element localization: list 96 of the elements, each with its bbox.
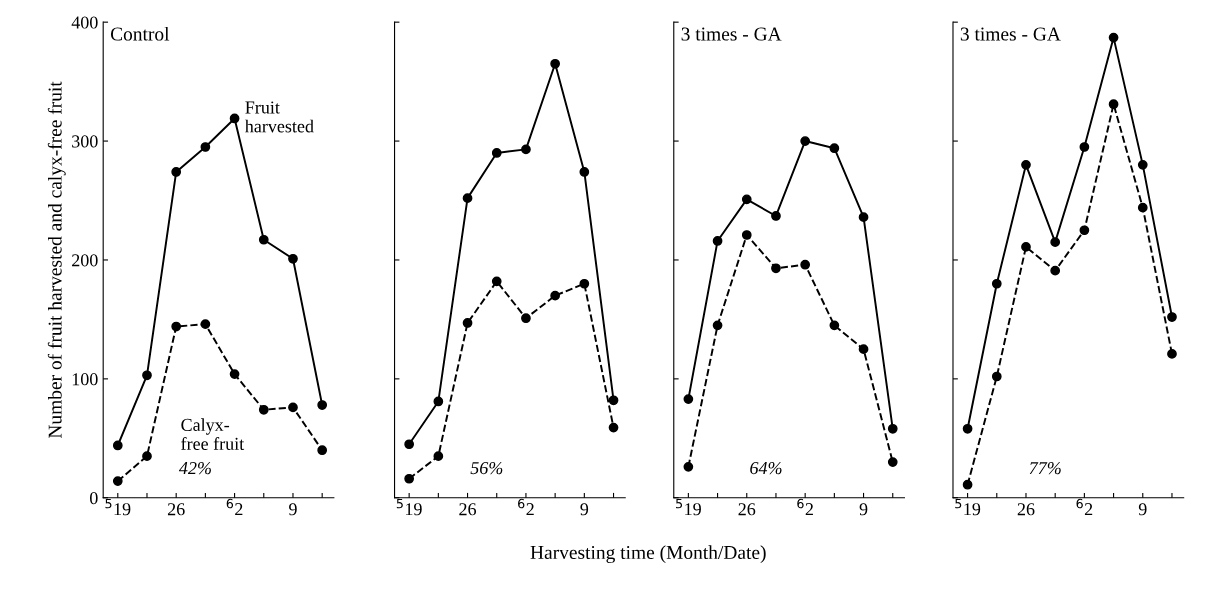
x-tick-label: $^{6}$2 xyxy=(518,498,534,516)
x-tick-label: 9 xyxy=(289,503,297,516)
point xyxy=(1108,99,1119,110)
annotation: 77% xyxy=(1029,461,1061,475)
point xyxy=(741,194,752,205)
x-tick-label: 26 xyxy=(167,503,185,516)
x-tick-label: 9 xyxy=(1138,503,1147,516)
x-tick-label: $^{5}$19 xyxy=(955,498,981,516)
point xyxy=(579,167,590,177)
point xyxy=(317,400,328,410)
point xyxy=(550,290,560,301)
point xyxy=(142,451,152,462)
x-tick-label: 9 xyxy=(580,503,589,516)
point xyxy=(829,320,840,331)
point xyxy=(550,58,560,69)
point xyxy=(771,263,781,274)
point xyxy=(1167,349,1177,359)
point xyxy=(521,144,531,155)
point xyxy=(858,212,869,223)
x-tick-label: 26 xyxy=(738,503,756,516)
point xyxy=(1079,142,1090,152)
point xyxy=(683,394,694,404)
point xyxy=(1050,265,1061,276)
point xyxy=(1079,225,1090,236)
point xyxy=(229,113,240,124)
point xyxy=(800,259,811,270)
point xyxy=(887,423,898,434)
y-axis-title: Number of fruit harvested and calyx-free fruit xyxy=(47,81,66,439)
annotation: 64% xyxy=(750,461,782,475)
point xyxy=(887,457,898,467)
point xyxy=(1050,237,1061,247)
point xyxy=(142,370,152,381)
x-tick-label: 26 xyxy=(1017,503,1035,516)
point xyxy=(712,320,723,331)
x-axis-title: Harvesting time (Month/Date) xyxy=(530,545,766,564)
x-tick-label: $^{6}$2 xyxy=(797,498,813,516)
point xyxy=(258,234,269,245)
point xyxy=(462,193,473,203)
point xyxy=(521,313,531,324)
annotation: 42% xyxy=(178,461,211,475)
point xyxy=(712,236,723,246)
x-tick-label: $^{6}$2 xyxy=(226,498,243,516)
point xyxy=(258,404,269,415)
x-tick-label: $^{6}$2 xyxy=(1076,498,1093,516)
point xyxy=(683,461,694,472)
point xyxy=(229,369,240,379)
point xyxy=(200,142,211,152)
point xyxy=(200,319,211,330)
point xyxy=(288,402,298,413)
point xyxy=(1108,32,1119,43)
point xyxy=(800,136,811,146)
point xyxy=(608,395,619,406)
chart-title: 3 times - GA xyxy=(960,27,1061,41)
point xyxy=(404,473,415,484)
x-tick-label: $^{5}$19 xyxy=(396,498,422,516)
point xyxy=(962,423,973,434)
point xyxy=(1137,159,1148,170)
chart-title: Control xyxy=(110,26,170,41)
point xyxy=(1021,242,1031,252)
point xyxy=(491,276,502,287)
point xyxy=(112,476,123,486)
point xyxy=(171,167,182,177)
y-tick-label: 300 xyxy=(72,135,98,148)
point xyxy=(288,253,298,264)
point xyxy=(433,396,444,407)
point xyxy=(829,143,840,154)
point xyxy=(608,422,619,433)
point xyxy=(433,451,444,462)
point xyxy=(171,321,182,332)
chart-title: 3 times - GA xyxy=(681,27,782,41)
y-tick-label: 400 xyxy=(71,16,98,29)
point xyxy=(462,318,473,328)
series-label: Calyx- free fruit xyxy=(181,418,245,450)
y-tick-label: 0 xyxy=(89,492,98,505)
y-tick-label: 100 xyxy=(72,373,98,386)
point xyxy=(991,278,1002,289)
point xyxy=(858,344,869,355)
y-tick-label: 200 xyxy=(72,254,98,267)
point xyxy=(404,439,415,450)
point xyxy=(1137,202,1148,213)
point xyxy=(579,278,590,289)
point xyxy=(991,371,1002,382)
x-tick-label: $^{5}$19 xyxy=(676,498,701,516)
x-tick-label: 9 xyxy=(859,503,868,516)
point xyxy=(1167,312,1177,322)
point xyxy=(112,440,123,451)
point xyxy=(962,479,973,490)
point xyxy=(771,211,781,221)
point xyxy=(741,230,752,240)
x-tick-label: 26 xyxy=(459,503,477,516)
point xyxy=(491,148,502,158)
series-label: Fruit harvested xyxy=(244,101,314,133)
point xyxy=(317,445,328,456)
x-tick-label: $^{5}$19 xyxy=(105,498,131,516)
annotation: 56% xyxy=(470,461,503,475)
point xyxy=(1021,159,1031,170)
